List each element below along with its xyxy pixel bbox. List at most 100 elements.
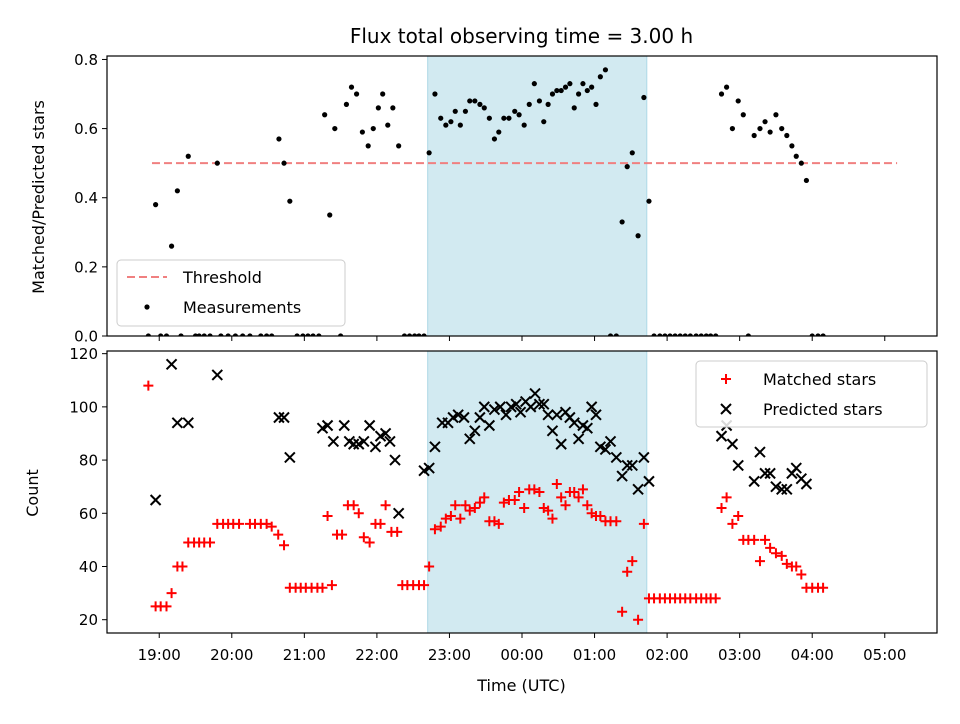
data-point-predicted	[632, 483, 644, 496]
data-point-measurement	[310, 333, 316, 336]
data-point-matched	[791, 561, 802, 572]
data-point-matched	[358, 532, 369, 543]
data-point-measurement	[602, 67, 609, 73]
data-point-matched	[266, 521, 277, 532]
data-point-measurement	[584, 87, 590, 94]
data-point-measurement	[287, 198, 293, 204]
data-point-measurement	[567, 81, 573, 87]
data-point-measurement	[803, 177, 810, 184]
data-point-predicted	[514, 406, 527, 418]
data-point-measurement	[218, 333, 224, 336]
data-point-predicted	[429, 441, 441, 453]
data-point-predicted	[764, 467, 776, 480]
data-point-predicted	[790, 462, 802, 474]
data-point-measurement	[264, 333, 270, 336]
data-point-matched	[322, 510, 333, 521]
data-point-measurement	[641, 94, 647, 101]
data-point-measurement	[793, 153, 799, 159]
data-point-predicted	[338, 419, 350, 432]
data-point-measurement	[406, 333, 413, 336]
data-point-measurement	[332, 125, 338, 132]
legend-label-predicted: Predicted stars	[763, 400, 883, 419]
data-point-measurement	[745, 333, 751, 336]
data-point-predicted	[423, 462, 435, 474]
data-point-predicted	[474, 411, 486, 424]
data-point-measurement	[512, 108, 518, 114]
data-point-predicted	[529, 387, 541, 400]
data-point-predicted	[604, 435, 617, 448]
data-point-measurement	[375, 105, 381, 111]
data-point-predicted	[546, 425, 559, 437]
y-tick-label: 0.0	[74, 328, 98, 346]
data-point-matched	[460, 500, 471, 511]
data-point-measurement	[348, 84, 355, 90]
data-point-measurement	[698, 333, 704, 336]
data-point-matched	[617, 606, 628, 617]
data-point-matched	[166, 588, 177, 599]
data-point-measurement	[174, 188, 180, 194]
chart-title: Flux total observing time = 3.00 h	[350, 24, 693, 48]
x-tick-label: 05:00	[863, 646, 906, 664]
data-point-matched	[727, 518, 738, 529]
data-layer	[145, 67, 826, 336]
data-point-measurement	[820, 333, 826, 336]
data-point-predicted	[585, 401, 598, 413]
data-point-predicted	[781, 483, 793, 496]
legend-label-threshold: Threshold	[182, 268, 262, 287]
data-point-measurement	[370, 125, 376, 132]
data-point-predicted	[555, 438, 567, 450]
data-point-measurement	[526, 101, 532, 107]
data-point-measurement	[153, 202, 159, 208]
x-tick-label: 01:00	[573, 646, 616, 664]
data-point-measurement	[575, 91, 582, 97]
data-point-predicted	[776, 483, 788, 496]
data-point-measurement	[281, 160, 287, 166]
legend-label-matched: Matched stars	[763, 370, 876, 389]
data-point-predicted	[469, 425, 481, 437]
data-point-measurement	[597, 74, 603, 80]
data-point-measurement	[779, 125, 785, 132]
data-point-matched	[464, 505, 475, 516]
data-point-measurement	[607, 333, 614, 336]
data-point-matched	[543, 505, 554, 516]
data-point-measurement	[558, 87, 564, 94]
data-point-matched	[547, 513, 558, 524]
data-point-measurement	[412, 333, 418, 336]
data-point-predicted	[533, 398, 546, 410]
data-point-measurement	[677, 333, 683, 336]
y-tick-label: 100	[69, 398, 98, 416]
data-point-measurement	[667, 333, 673, 336]
data-point-matched	[424, 561, 435, 572]
data-point-matched	[440, 513, 451, 524]
data-point-measurement	[448, 119, 454, 125]
data-point-measurement	[619, 219, 625, 225]
data-point-measurement	[624, 164, 630, 170]
data-point-matched	[429, 524, 440, 535]
data-point-matched	[627, 556, 638, 567]
data-point-matched	[498, 497, 509, 508]
data-point-matched	[760, 534, 771, 545]
x-tick-label: 22:00	[355, 646, 398, 664]
data-point-predicted	[568, 417, 580, 429]
data-point-measurement	[322, 112, 328, 118]
data-point-matched	[551, 479, 562, 490]
data-point-matched	[611, 516, 622, 527]
data-point-measurement	[316, 333, 322, 336]
data-point-measurement	[735, 98, 741, 104]
data-point-measurement	[462, 108, 469, 114]
data-point-predicted	[273, 411, 285, 424]
data-point-measurement	[549, 91, 556, 97]
data-point-measurement	[380, 91, 386, 97]
data-point-measurement	[432, 91, 438, 97]
data-point-measurement	[682, 333, 688, 336]
data-point-measurement	[258, 333, 264, 336]
data-point-matched	[569, 487, 580, 497]
data-point-measurement	[815, 333, 821, 336]
data-point-predicted	[510, 398, 522, 410]
data-point-predicted	[278, 411, 290, 424]
data-point-measurement	[457, 122, 463, 128]
data-point-matched	[380, 500, 391, 511]
data-point-matched	[556, 492, 567, 503]
data-point-predicted	[759, 467, 771, 480]
data-point-measurement	[506, 115, 512, 121]
